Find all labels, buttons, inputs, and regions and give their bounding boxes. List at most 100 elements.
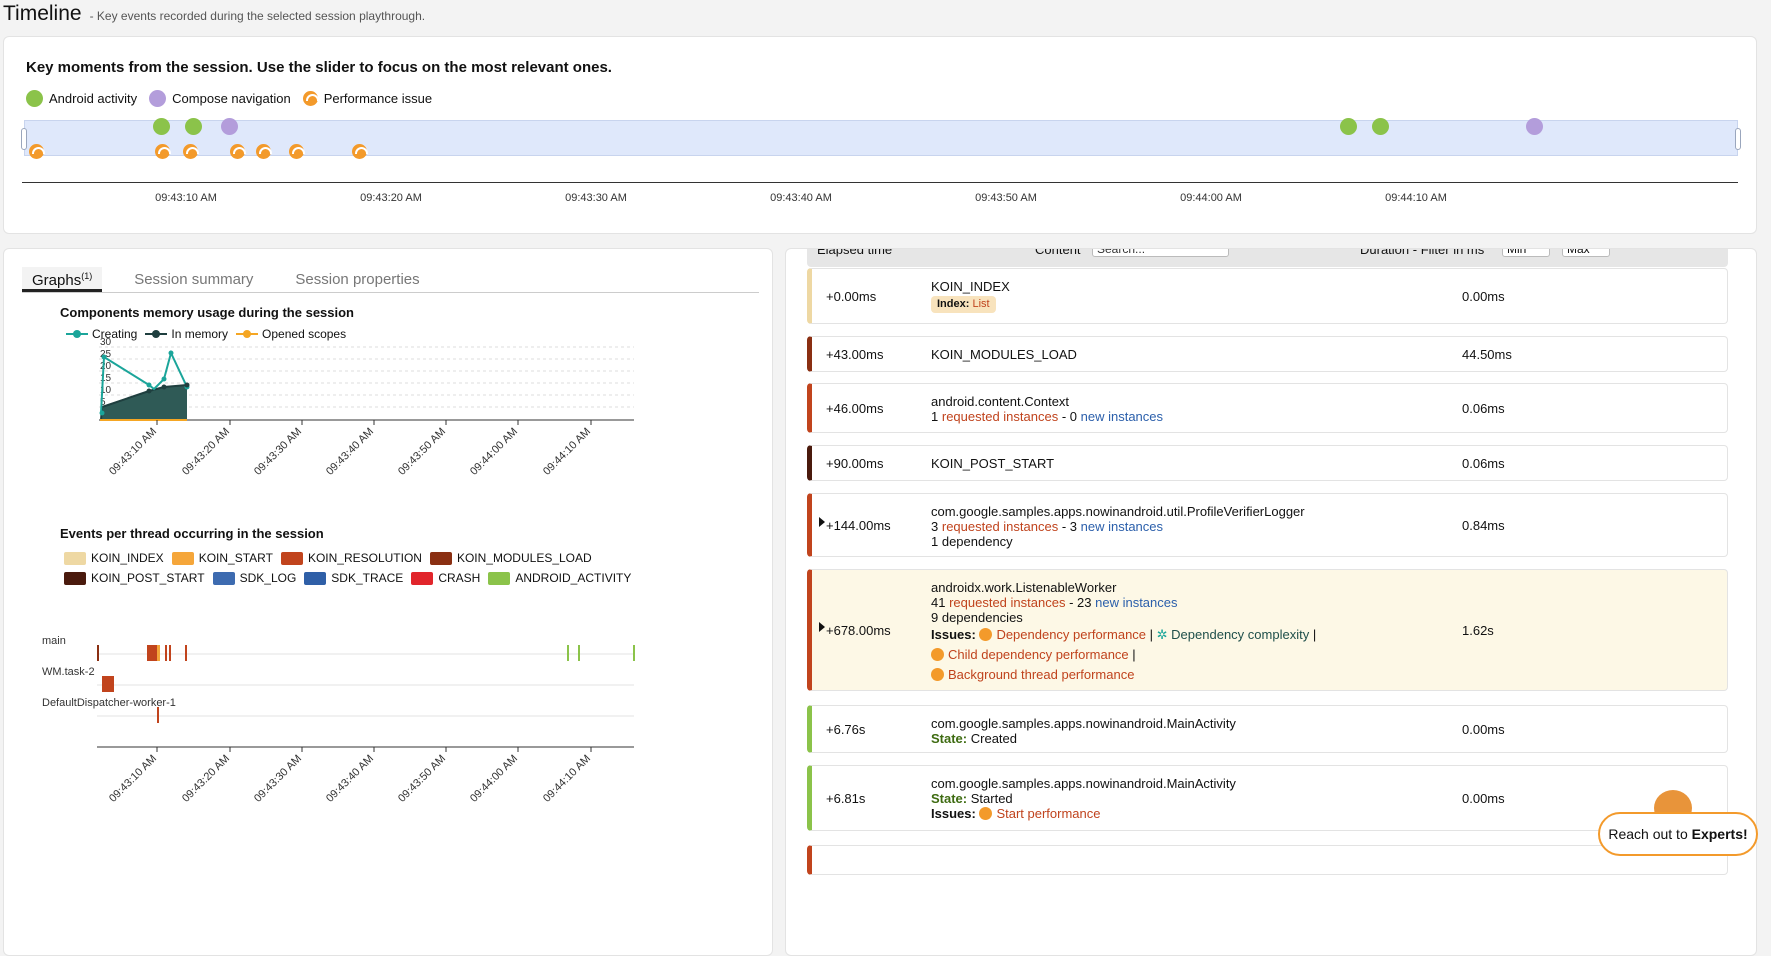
row-title: KOIN_MODULES_LOAD bbox=[931, 346, 1077, 362]
tab-graphs[interactable]: Graphs(1) bbox=[22, 267, 103, 292]
legend-label: Performance issue bbox=[323, 91, 433, 106]
reach-out-experts-button[interactable]: Reach out to Experts! bbox=[1598, 812, 1758, 856]
compose-navigation-marker[interactable] bbox=[221, 118, 238, 135]
col-elapsed[interactable]: Elapsed time bbox=[817, 248, 893, 257]
timeline-tick-label: 09:44:00 AM bbox=[1180, 192, 1242, 204]
table-row[interactable]: +43.00ms KOIN_MODULES_LOAD 44.50ms bbox=[807, 336, 1728, 372]
issues-line: Issues: Dependency performance | ✲ Depen… bbox=[931, 627, 1317, 642]
x-tick-label: 09:44:00 AM bbox=[468, 753, 520, 805]
slider-left-handle[interactable] bbox=[21, 128, 27, 150]
event-bar bbox=[165, 645, 167, 661]
timeline-slider-track[interactable] bbox=[24, 120, 1738, 156]
separator: - bbox=[1065, 595, 1078, 610]
issues-line: Child dependency performance | bbox=[931, 645, 1316, 665]
tab-badge: (1) bbox=[81, 271, 93, 281]
y-tick: 15 bbox=[100, 373, 112, 384]
table-header: Elapsed time Content Search... Duration … bbox=[807, 249, 1728, 267]
table-row[interactable]: +6.76s com.google.samples.apps.nowinandro… bbox=[807, 705, 1728, 753]
legend-label: SDK_LOG bbox=[239, 571, 297, 585]
android-activity-marker[interactable] bbox=[1340, 118, 1357, 135]
performance-issue-marker[interactable] bbox=[289, 144, 305, 159]
y-tick: 20 bbox=[100, 361, 112, 372]
legend-compose-navigation: Compose navigation bbox=[149, 90, 291, 107]
y-tick: 10 bbox=[100, 385, 112, 396]
legend-label: CRASH bbox=[438, 571, 481, 585]
android-activity-marker[interactable] bbox=[185, 118, 202, 135]
row-title: KOIN_INDEX bbox=[931, 279, 1010, 294]
issue-link[interactable]: Dependency performance bbox=[996, 627, 1147, 642]
content-search-input[interactable]: Search... bbox=[1092, 249, 1229, 257]
new-label[interactable]: new instances bbox=[1095, 595, 1178, 610]
x-tick-label: 09:43:20 AM bbox=[180, 753, 232, 805]
elapsed-time: +6.81s bbox=[826, 790, 866, 806]
performance-issue-marker[interactable] bbox=[352, 144, 368, 159]
row-content: com.google.samples.apps.nowinandroid.uti… bbox=[931, 504, 1305, 549]
performance-issue-marker[interactable] bbox=[29, 144, 45, 159]
x-tick-label: 09:43:30 AM bbox=[252, 426, 304, 478]
graphs-panel: Graphs(1) Session summary Session proper… bbox=[3, 248, 773, 956]
table-row[interactable]: +46.00ms android.content.Context 1 request… bbox=[807, 383, 1728, 433]
in-memory-area bbox=[101, 385, 187, 420]
android-activity-marker[interactable] bbox=[1372, 118, 1389, 135]
col-duration[interactable]: Duration - Filter in ms bbox=[1360, 248, 1485, 257]
x-tick-label: 09:43:50 AM bbox=[396, 753, 448, 805]
state-line: State: Created bbox=[931, 731, 1236, 746]
tab-session-summary[interactable]: Session summary bbox=[134, 271, 254, 288]
event-bar bbox=[567, 645, 569, 661]
creating-point bbox=[99, 410, 105, 416]
table-row[interactable]: +678.00ms androidx.work.ListenableWorker 4… bbox=[807, 569, 1728, 691]
legend-swatch bbox=[212, 571, 235, 585]
legend-android-activity: ANDROID_ACTIVITY bbox=[488, 571, 631, 585]
issue-link[interactable]: Dependency complexity bbox=[1171, 627, 1310, 642]
x-tick-label: 09:44:10 AM bbox=[541, 426, 593, 478]
performance-issue-marker[interactable] bbox=[256, 144, 272, 159]
legend-label: Opened scopes bbox=[262, 327, 347, 341]
performance-issue-marker[interactable] bbox=[183, 144, 199, 159]
duration-max-input[interactable]: Max bbox=[1562, 249, 1610, 257]
legend-creating: Creating bbox=[66, 327, 137, 341]
new-count: 23 bbox=[1077, 595, 1092, 610]
android-activity-marker[interactable] bbox=[153, 118, 170, 135]
y-tick: 5 bbox=[100, 397, 106, 408]
table-row[interactable]: +144.00ms com.google.samples.apps.nowinan… bbox=[807, 493, 1728, 557]
line-marker-icon bbox=[236, 330, 259, 338]
requested-label[interactable]: requested instances bbox=[941, 519, 1059, 534]
duration: 0.06ms bbox=[1462, 400, 1505, 416]
new-label[interactable]: new instances bbox=[1080, 409, 1164, 424]
requested-label[interactable]: requested instances bbox=[949, 595, 1066, 610]
x-tick-label: 09:43:10 AM bbox=[107, 426, 159, 478]
expand-caret-icon[interactable] bbox=[819, 622, 825, 632]
timeline-tick-label: 09:43:40 AM bbox=[770, 192, 832, 204]
android-activity-icon bbox=[26, 90, 43, 107]
state-key: State: bbox=[931, 731, 968, 746]
compose-navigation-marker[interactable] bbox=[1526, 118, 1543, 135]
table-row[interactable]: +90.00ms KOIN_POST_START 0.06ms bbox=[807, 445, 1728, 481]
page-subtitle: - Key events recorded during the selecte… bbox=[89, 9, 426, 23]
performance-issue-marker[interactable] bbox=[230, 144, 246, 159]
tab-session-properties[interactable]: Session properties bbox=[295, 271, 420, 288]
performance-gauge-icon bbox=[979, 807, 993, 820]
duration: 0.00ms bbox=[1462, 721, 1505, 737]
complexity-icon: ✲ bbox=[1156, 627, 1168, 642]
legend-swatch bbox=[304, 571, 327, 585]
table-row[interactable]: +6.81s com.google.samples.apps.nowinandro… bbox=[807, 765, 1728, 831]
elapsed-time: +6.76s bbox=[826, 721, 866, 737]
col-content[interactable]: Content bbox=[1035, 248, 1081, 257]
performance-issue-marker[interactable] bbox=[155, 144, 171, 159]
issue-link[interactable]: Background thread performance bbox=[948, 667, 1135, 682]
row-title: KOIN_POST_START bbox=[931, 455, 1055, 471]
timeline-markers bbox=[0, 0, 1771, 159]
badge-value: List bbox=[972, 298, 990, 310]
legend-swatch bbox=[488, 571, 511, 585]
issue-link[interactable]: Child dependency performance bbox=[948, 647, 1129, 662]
table-row[interactable]: +0.00ms KOIN_INDEX Index: List 0.00ms bbox=[807, 268, 1728, 324]
slider-right-handle[interactable] bbox=[1735, 128, 1741, 150]
new-label[interactable]: new instances bbox=[1080, 519, 1164, 534]
issue-link[interactable]: Start performance bbox=[996, 806, 1101, 821]
table-row[interactable] bbox=[807, 845, 1728, 875]
new-count: 3 bbox=[1069, 519, 1078, 534]
expand-caret-icon[interactable] bbox=[819, 517, 825, 527]
duration-min-input[interactable]: Min bbox=[1502, 249, 1550, 257]
requested-label[interactable]: requested instances bbox=[941, 409, 1059, 424]
row-content: android.content.Context 1 requested insta… bbox=[931, 394, 1163, 424]
